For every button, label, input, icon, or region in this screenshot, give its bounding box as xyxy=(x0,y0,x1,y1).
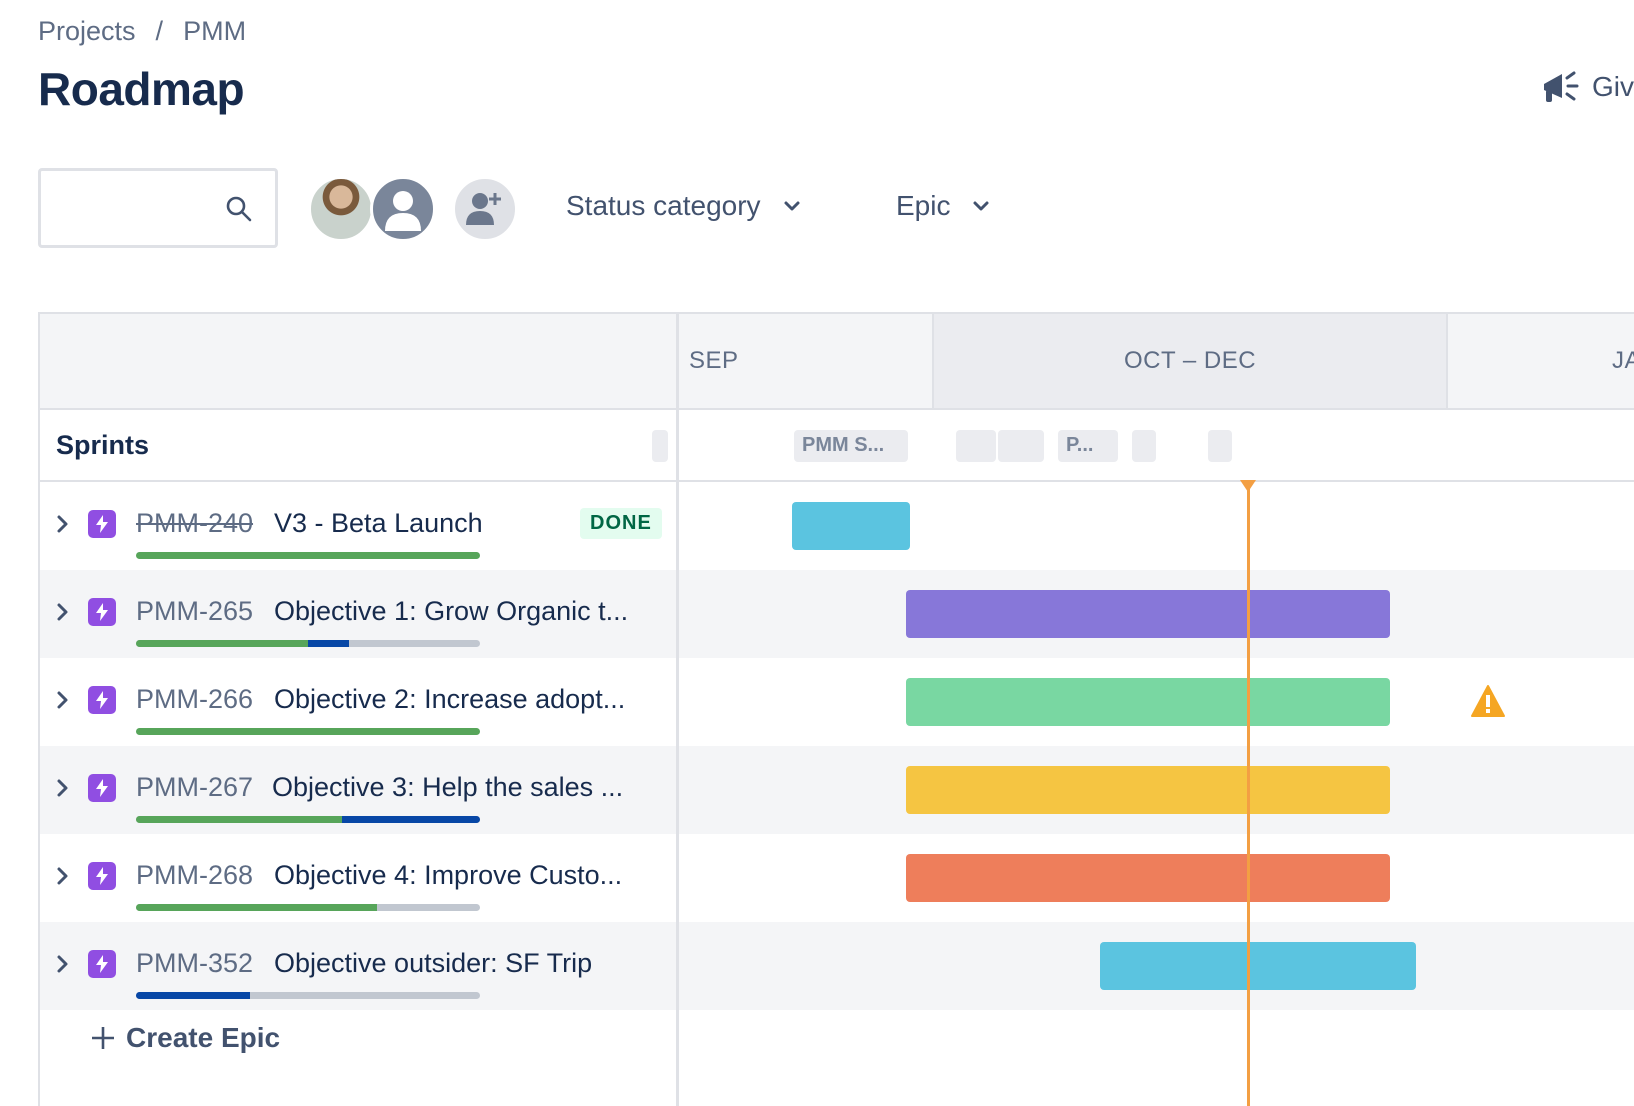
epic-key[interactable]: PMM-265 xyxy=(136,596,254,626)
epic-row[interactable]: PMM-267 Objective 3: Help the sales ... xyxy=(40,746,1634,834)
epic-lightning-icon xyxy=(88,510,116,538)
sprint-chip[interactable]: P... xyxy=(1058,430,1118,462)
user-silhouette-icon xyxy=(385,191,421,231)
sprint-chip[interactable] xyxy=(1132,430,1156,462)
epic-lightning-icon xyxy=(88,686,116,714)
progress-inprogress-segment xyxy=(342,816,480,823)
epic-timeline-bar[interactable] xyxy=(906,766,1390,814)
epic-title[interactable]: V3 - Beta Launch xyxy=(274,508,483,538)
chevron-down-icon xyxy=(973,201,989,211)
create-epic-button[interactable]: Create Epic xyxy=(90,1022,280,1054)
epic-title[interactable]: Objective 4: Improve Custo... xyxy=(274,860,623,890)
epic-row[interactable]: PMM-265 Objective 1: Grow Organic t... xyxy=(40,570,1634,658)
avatar-user-default[interactable] xyxy=(370,176,436,242)
sprint-chip[interactable]: PMM S... xyxy=(794,430,908,462)
megaphone-icon xyxy=(1544,71,1579,102)
column-divider[interactable] xyxy=(676,314,679,1106)
epic-title[interactable]: Objective 1: Grow Organic t... xyxy=(274,596,629,626)
chevron-right-icon[interactable] xyxy=(54,512,72,536)
page-title: Roadmap xyxy=(38,63,245,115)
epic-key[interactable]: PMM-267 xyxy=(136,772,254,802)
today-line xyxy=(1247,482,1250,1106)
epic-row[interactable]: PMM-352 Objective outsider: SF Trip xyxy=(40,922,1634,1010)
create-epic-label: Create Epic xyxy=(126,1022,281,1053)
epic-timeline-bar[interactable] xyxy=(906,678,1390,726)
today-marker xyxy=(1240,480,1256,492)
progress-inprogress-segment xyxy=(308,640,350,647)
status-badge: DONE xyxy=(580,508,662,539)
epic-progress-bar xyxy=(136,640,480,647)
sprint-chip[interactable] xyxy=(652,430,668,462)
chevron-right-icon[interactable] xyxy=(54,688,72,712)
breadcrumb-separator: / xyxy=(155,16,164,46)
chevron-right-icon[interactable] xyxy=(54,776,72,800)
epic-title[interactable]: Objective 3: Help the sales ... xyxy=(272,772,624,802)
epic-timeline-bar[interactable] xyxy=(906,854,1390,902)
plus-icon xyxy=(92,1027,114,1049)
progress-done-segment xyxy=(136,904,377,911)
sprint-chip[interactable] xyxy=(998,430,1044,462)
add-user-icon xyxy=(466,193,501,225)
avatar-user-photo[interactable] xyxy=(308,176,374,242)
epic-progress-bar xyxy=(136,992,480,999)
epic-row[interactable]: PMM-240 V3 - Beta Launch DONE xyxy=(40,482,1634,570)
chevron-right-icon[interactable] xyxy=(54,952,72,976)
epic-key[interactable]: PMM-268 xyxy=(136,860,254,890)
month-header-sep: SEP xyxy=(679,314,932,410)
progress-inprogress-segment xyxy=(136,992,250,999)
status-category-label: Status category xyxy=(566,190,761,221)
add-people-button[interactable] xyxy=(452,176,518,242)
breadcrumb-project-link[interactable]: PMM xyxy=(183,16,247,46)
roadmap-grid: SEP OCT – DEC JA Sprints PMM S... P... P… xyxy=(38,312,1634,1106)
progress-done-segment xyxy=(136,728,480,735)
month-header-oct-dec: OCT – DEC xyxy=(932,314,1446,410)
search-input[interactable] xyxy=(38,168,278,248)
status-category-filter[interactable]: Status category xyxy=(566,190,801,222)
epic-progress-bar xyxy=(136,816,480,823)
epic-key[interactable]: PMM-352 xyxy=(136,948,254,978)
epic-row[interactable]: PMM-266 Objective 2: Increase adopt... xyxy=(40,658,1634,746)
give-feedback-button[interactable]: Giv xyxy=(1540,68,1634,106)
sprints-row: Sprints PMM S... P... xyxy=(40,410,1634,482)
epic-timeline-bar[interactable] xyxy=(792,502,910,550)
epic-row[interactable]: PMM-268 Objective 4: Improve Custo... xyxy=(40,834,1634,922)
epic-filter[interactable]: Epic xyxy=(896,190,990,222)
epic-timeline-bar[interactable] xyxy=(1100,942,1416,990)
epic-filter-label: Epic xyxy=(896,190,951,221)
progress-done-segment xyxy=(136,552,480,559)
epic-key[interactable]: PMM-240 xyxy=(136,508,254,538)
chevron-right-icon[interactable] xyxy=(54,864,72,888)
sprint-chip[interactable] xyxy=(1208,430,1232,462)
warning-icon[interactable] xyxy=(1470,684,1506,718)
give-feedback-label: Giv xyxy=(1592,71,1634,102)
epic-title[interactable]: Objective outsider: SF Trip xyxy=(274,948,593,978)
epic-progress-bar xyxy=(136,904,480,911)
search-icon xyxy=(226,196,252,222)
epic-key[interactable]: PMM-266 xyxy=(136,684,254,714)
sprints-label: Sprints xyxy=(56,430,150,460)
epic-lightning-icon xyxy=(88,950,116,978)
chevron-down-icon xyxy=(784,201,800,211)
sprint-chip[interactable] xyxy=(956,430,996,462)
epic-lightning-icon xyxy=(88,774,116,802)
epic-title[interactable]: Objective 2: Increase adopt... xyxy=(274,684,626,714)
breadcrumb-projects-link[interactable]: Projects xyxy=(38,16,136,46)
month-header-jan: JA xyxy=(1446,314,1634,410)
epic-list-header xyxy=(40,314,678,410)
breadcrumb: Projects / PMM xyxy=(38,16,246,47)
progress-done-segment xyxy=(136,640,308,647)
epic-lightning-icon xyxy=(88,862,116,890)
epic-timeline-bar[interactable] xyxy=(906,590,1390,638)
epic-progress-bar xyxy=(136,552,480,559)
epic-progress-bar xyxy=(136,728,480,735)
epic-lightning-icon xyxy=(88,598,116,626)
chevron-right-icon[interactable] xyxy=(54,600,72,624)
progress-done-segment xyxy=(136,816,343,823)
